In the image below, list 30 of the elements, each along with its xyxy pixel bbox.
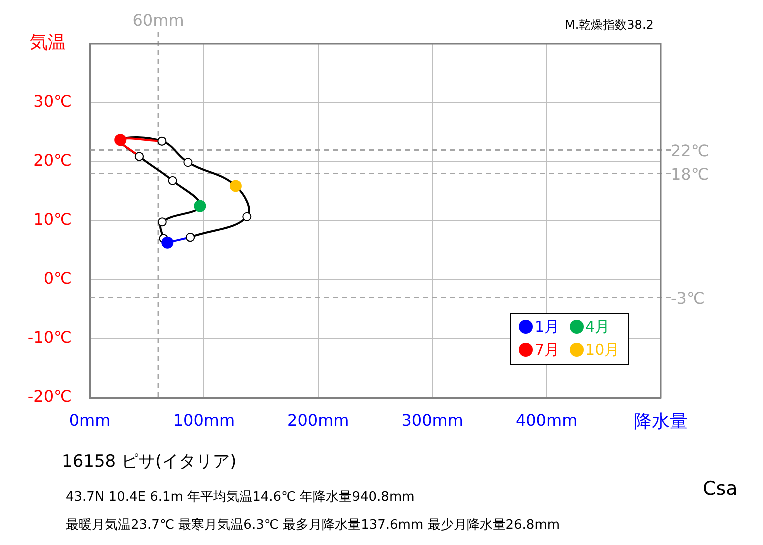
x-tick-label: 200mm [288,410,350,430]
y-tick-label: 10℃ [34,210,72,230]
y-tick-label: -20℃ [28,387,72,406]
ref-line-label: 22℃ [671,141,710,160]
text: 43.7N 10.4E 6.1m 年平均気温14.6℃ 年降水量940.8mm [66,489,415,506]
x-tick-label: 100mm [173,410,236,430]
legend-label: 7月 [535,341,560,359]
legend-label: 1月 [535,318,560,336]
text: 最暖月気温23.7℃ 最寒月気温6.3℃ 最多月降水量137.6mm 最少月降水量26.8mm [66,517,560,534]
y-axis-title: 気温 [30,32,66,54]
y-tick-label: 0℃ [44,269,72,288]
point [158,218,167,227]
ref-line-label: -3℃ [671,288,705,308]
legend-label: 4月 [586,318,610,336]
text: 16158 ピサ(イタリア) [62,451,237,473]
legend-label: 10月 [586,341,620,359]
text: Csa [703,478,738,500]
text: M.乾燥指数38.2 [565,17,654,34]
x-tick-label: 0mm [69,410,111,430]
point [184,158,193,168]
x-tick-label: 300mm [402,410,464,430]
y-tick-label: 20℃ [34,151,72,170]
point [242,212,252,222]
y-tick-label: 30℃ [34,92,72,112]
x-tick-label: 400mm [516,410,578,430]
ref-line-label: 60mm [132,11,184,30]
ref-line-label: 18℃ [671,164,710,184]
y-tick-label: -10℃ [28,328,72,348]
point [168,176,178,186]
x-axis-title: 降水量 [634,412,688,433]
